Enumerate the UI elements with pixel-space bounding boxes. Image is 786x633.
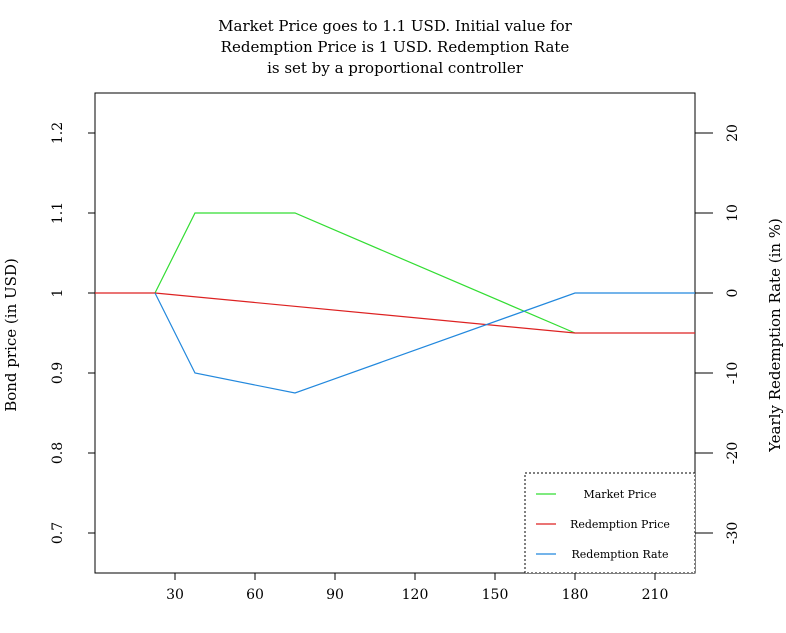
legend-label: Redemption Price [570, 518, 670, 531]
series-line-redemption-price [95, 292, 695, 334]
x-tick-label: 90 [326, 587, 344, 603]
title-line-3: is set by a proportional controller [267, 59, 524, 77]
x-tick-label: 30 [166, 587, 184, 603]
x-tick-label: 210 [642, 587, 669, 603]
x-tick-label: 180 [562, 587, 589, 603]
y-tick-label-left: 1.2 [50, 122, 66, 144]
legend-label: Redemption Rate [572, 548, 669, 561]
chart-title: Market Price goes to 1.1 USD. Initial va… [218, 17, 573, 77]
y-tick-label-right: -20 [725, 442, 741, 465]
y-tick-label-right: 20 [725, 124, 741, 142]
legend-label: Market Price [583, 488, 656, 501]
x-tick-label: 60 [246, 587, 264, 603]
legend: Market Price Redemption Price Redemption R… [524, 472, 696, 574]
y-tick-label-left: 1 [50, 289, 66, 298]
y-tick-label-left: 1.1 [50, 202, 66, 224]
x-axis: 30 60 90 120 150 180 210 [166, 573, 668, 603]
legend-box [524, 472, 696, 574]
title-line-1: Market Price goes to 1.1 USD. Initial va… [218, 17, 573, 35]
y-tick-label-right: 10 [725, 204, 741, 222]
x-tick-label: 120 [402, 587, 429, 603]
y-axis-left: 0.7 0.8 0.9 1 1.1 1.2 [50, 122, 95, 544]
x-tick-label: 150 [482, 587, 509, 603]
y-axis-right: -30 -20 -10 0 10 20 [695, 124, 741, 544]
title-line-2: Redemption Price is 1 USD. Redemption Ra… [221, 38, 570, 56]
y-tick-label-right: -10 [725, 362, 741, 385]
y-axis-label-left: Bond price (in USD) [2, 258, 20, 412]
y-tick-label-left: 0.9 [50, 362, 66, 384]
y-tick-label-right: 0 [725, 289, 741, 298]
y-tick-label-right: -30 [725, 522, 741, 545]
series-line-redemption-rate [154, 292, 695, 394]
series-line-market-price [154, 212, 576, 334]
y-axis-label-right: Yearly Redemption Rate (in %) [766, 218, 784, 453]
y-tick-label-left: 0.7 [50, 522, 66, 544]
y-tick-label-left: 0.8 [50, 442, 66, 464]
series-group [95, 212, 695, 394]
